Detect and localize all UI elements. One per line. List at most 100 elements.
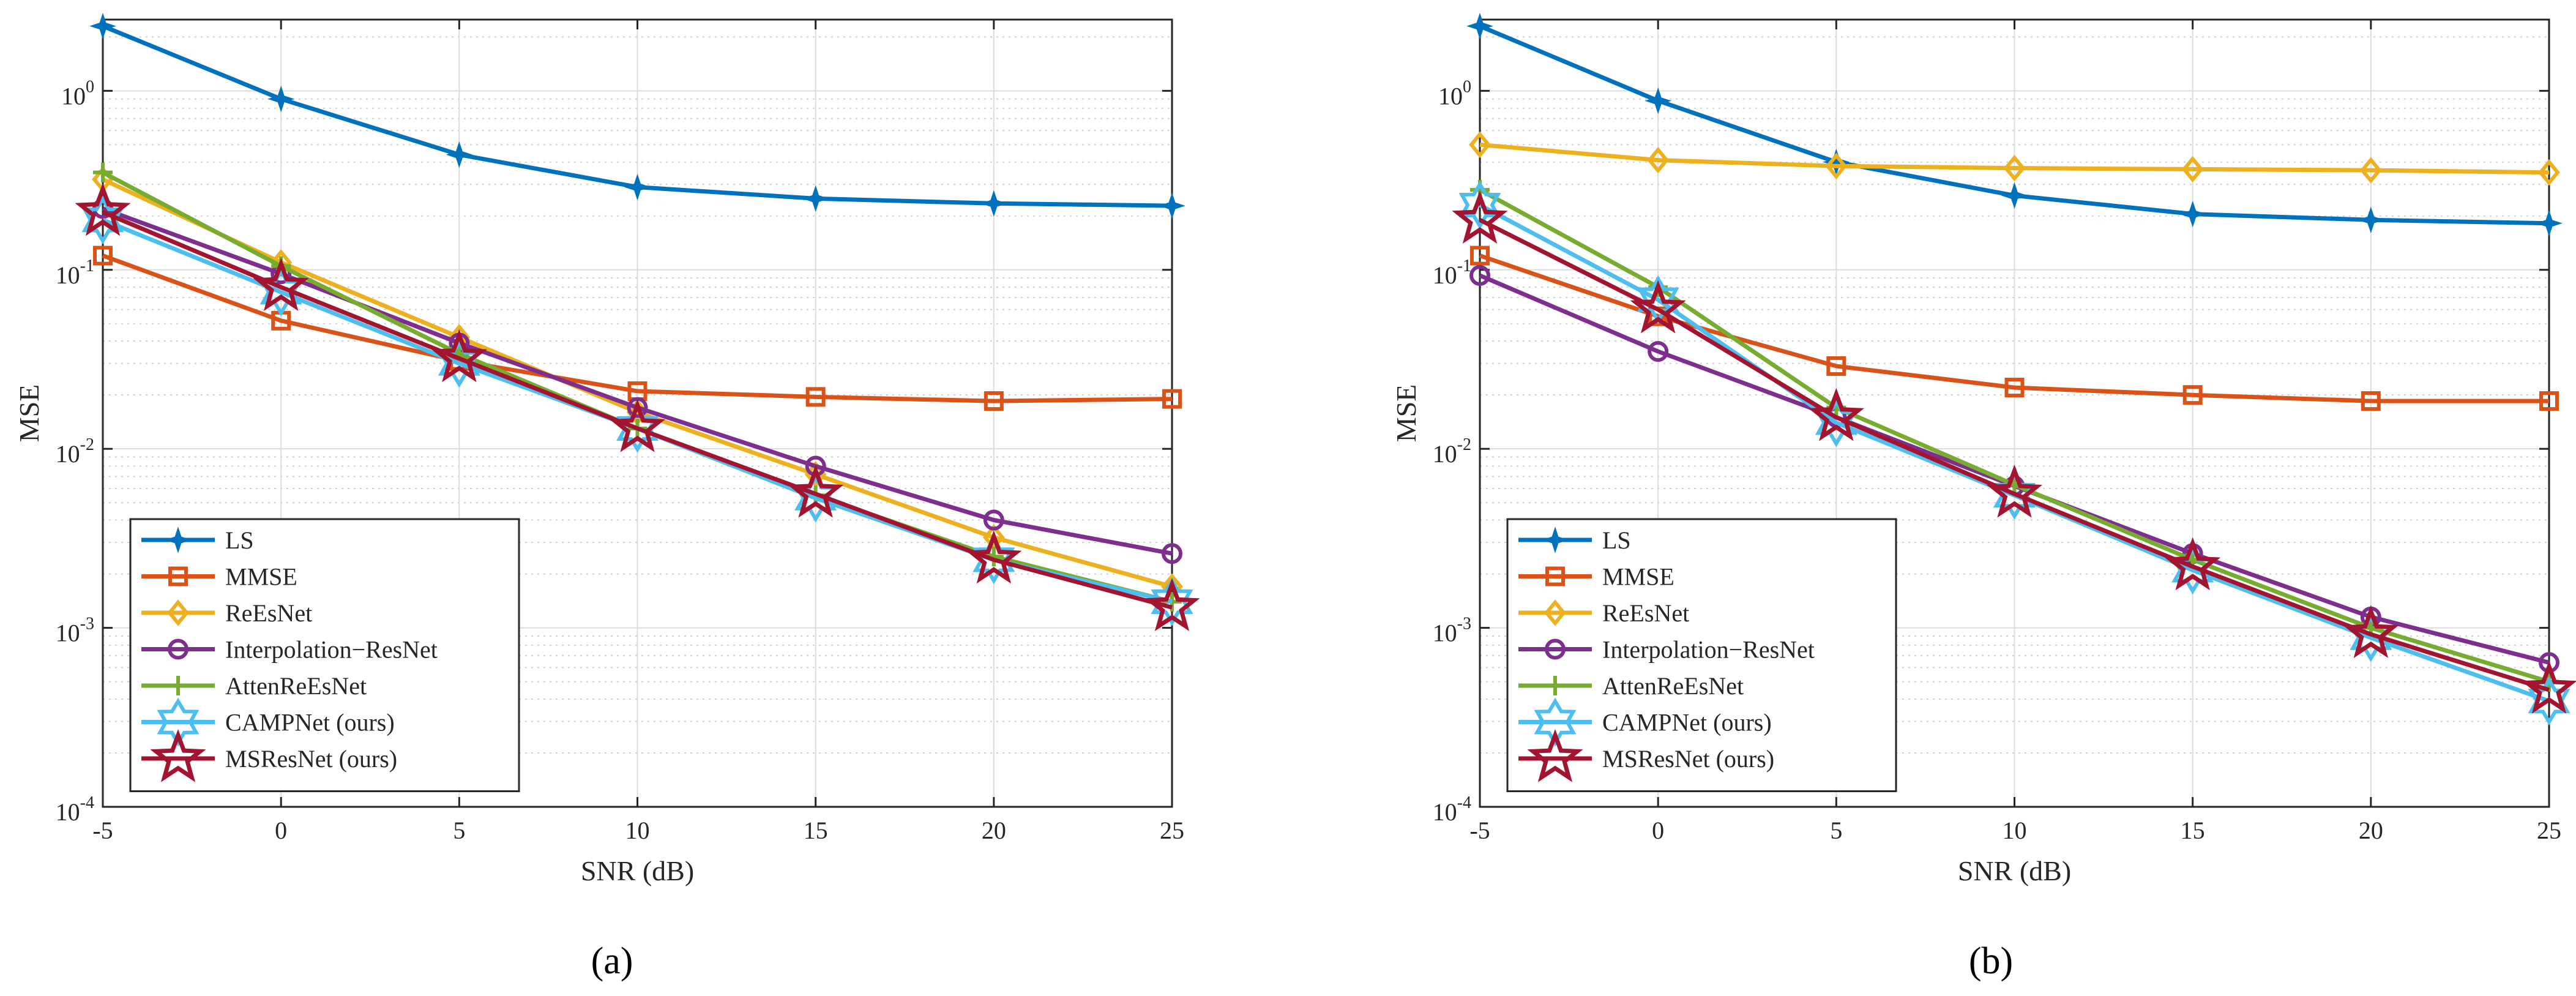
data-point bbox=[431, 329, 487, 383]
legend-entry: LS bbox=[225, 526, 254, 554]
data-point bbox=[1469, 264, 1490, 286]
data-point bbox=[1466, 12, 1493, 40]
y-axis-label: MSE bbox=[1391, 384, 1422, 443]
data-point bbox=[984, 391, 1004, 411]
series-reesnet bbox=[1469, 131, 2560, 186]
legend: LS MMSE ReEsNet Interpolation−ResNet AttenRe… bbox=[1506, 518, 1897, 792]
data-point bbox=[624, 173, 651, 201]
data-point bbox=[1986, 464, 2043, 518]
y-tick-label: 10-2 bbox=[1433, 435, 1471, 468]
x-tick-label: 25 bbox=[2537, 817, 2561, 844]
data-point bbox=[2179, 200, 2206, 228]
data-point bbox=[802, 185, 829, 212]
data-point bbox=[2003, 154, 2026, 182]
x-tick-label: 20 bbox=[2359, 817, 2383, 844]
data-point bbox=[1159, 192, 1185, 219]
legend-marker bbox=[167, 599, 189, 626]
series-msresnet-ours- bbox=[1452, 190, 2576, 714]
series-ls bbox=[1466, 12, 2563, 237]
x-tick-label: 20 bbox=[982, 817, 1006, 844]
legend-box bbox=[1506, 518, 1897, 792]
data-point bbox=[75, 182, 131, 236]
x-tick-label: 25 bbox=[1160, 817, 1184, 844]
data-point bbox=[1808, 388, 1864, 441]
x-axis-label: SNR (dB) bbox=[1958, 855, 2071, 886]
y-tick-label: 10-1 bbox=[1433, 256, 1471, 289]
series-line bbox=[102, 253, 1173, 403]
data-point bbox=[1630, 280, 1686, 334]
data-point bbox=[1458, 181, 1501, 230]
legend-entry: LS bbox=[1602, 526, 1631, 554]
data-point bbox=[2182, 385, 2203, 405]
data-point bbox=[2165, 537, 2221, 591]
data-point bbox=[1470, 245, 1490, 266]
legend-entry: Interpolation−ResNet bbox=[1602, 636, 1815, 664]
y-tick-label: 10-3 bbox=[56, 615, 94, 647]
y-tick-label: 100 bbox=[61, 77, 94, 110]
data-point bbox=[2343, 605, 2399, 658]
data-point bbox=[2539, 391, 2559, 411]
legend-entry: AttenReEsNet bbox=[1602, 672, 1744, 700]
x-tick-label: -5 bbox=[92, 817, 113, 844]
legend: LS MMSE ReEsNet Interpolation−ResNet AttenRe… bbox=[129, 518, 520, 792]
y-tick-label: 100 bbox=[1438, 77, 1471, 110]
data-point bbox=[1826, 356, 1846, 376]
data-point bbox=[609, 399, 666, 452]
data-point bbox=[966, 530, 1022, 584]
legend-marker bbox=[1534, 697, 1577, 747]
data-point bbox=[973, 535, 1015, 585]
data-point bbox=[1144, 578, 1200, 632]
data-point bbox=[2361, 391, 2381, 411]
data-point bbox=[2538, 159, 2560, 186]
data-point bbox=[2528, 676, 2570, 726]
data-point bbox=[2181, 155, 2204, 183]
legend-entry: MSResNet (ours) bbox=[1602, 745, 1774, 773]
data-point bbox=[1825, 152, 1848, 179]
data-point bbox=[93, 162, 113, 182]
legend-box bbox=[129, 518, 520, 792]
data-point bbox=[253, 258, 309, 311]
x-tick-label: 15 bbox=[804, 817, 828, 844]
data-point bbox=[2001, 182, 2028, 209]
legend-marker bbox=[168, 638, 189, 660]
data-point bbox=[788, 464, 844, 518]
legend-entry: ReEsNet bbox=[225, 599, 312, 627]
data-point bbox=[2004, 378, 2025, 398]
data-point bbox=[805, 387, 826, 407]
legend-marker bbox=[1545, 676, 1565, 695]
legend-marker bbox=[165, 526, 192, 553]
data-point bbox=[1151, 577, 1193, 626]
data-point bbox=[1645, 87, 1672, 114]
data-point bbox=[627, 397, 648, 418]
data-point bbox=[89, 12, 116, 40]
data-point bbox=[980, 190, 1007, 217]
legend-marker bbox=[1527, 729, 1583, 782]
data-point bbox=[1648, 341, 1669, 362]
legend-marker bbox=[1542, 526, 1569, 553]
data-point bbox=[2521, 661, 2576, 714]
legend-marker bbox=[168, 566, 188, 586]
legend-marker bbox=[157, 697, 200, 747]
legend-entry: MSResNet (ours) bbox=[225, 745, 397, 773]
data-point bbox=[1162, 543, 1182, 564]
legend-entry: AttenReEsNet bbox=[225, 672, 367, 700]
data-point bbox=[1647, 146, 1670, 174]
data-point bbox=[1162, 389, 1182, 409]
series-line bbox=[1479, 253, 2549, 403]
data-point bbox=[2358, 206, 2384, 234]
legend-entry: MMSE bbox=[1602, 563, 1674, 591]
legend-marker bbox=[150, 729, 206, 782]
x-tick-label: 10 bbox=[625, 817, 650, 844]
series-msresnet-ours- bbox=[75, 182, 1200, 632]
legend-marker bbox=[1545, 638, 1566, 660]
x-tick-label: 0 bbox=[275, 817, 287, 844]
legend-entry: CAMPNet (ours) bbox=[225, 709, 395, 736]
legend-marker bbox=[168, 676, 188, 695]
legend-entry: CAMPNet (ours) bbox=[1602, 709, 1772, 736]
x-tick-label: 5 bbox=[453, 817, 465, 844]
data-point bbox=[616, 404, 659, 453]
panel-label: (a) bbox=[591, 940, 633, 982]
data-point bbox=[93, 245, 113, 266]
legend-marker bbox=[1544, 599, 1566, 626]
